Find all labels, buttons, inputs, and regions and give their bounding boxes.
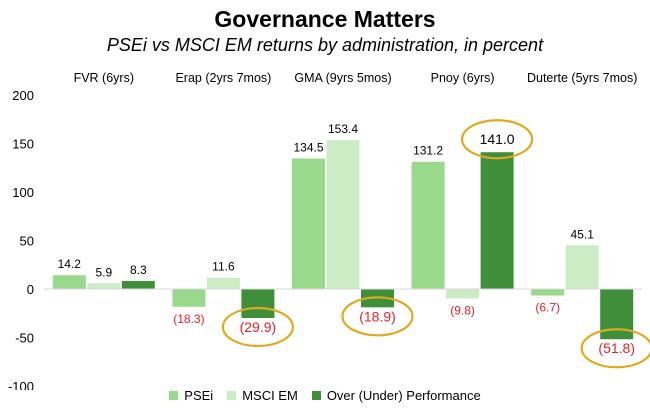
data-label: 11.6 [212,260,235,274]
highlight-circle [341,296,414,337]
y-tick-label: 150 [12,137,34,152]
bar [292,158,325,289]
legend-item-msci-em: MSCI EM [227,388,298,403]
bar [411,161,445,289]
legend-item-psei: PSEi [169,388,213,403]
chart-subtitle: PSEi vs MSCI EM returns by administratio… [106,35,544,55]
data-label: 8.3 [130,263,147,277]
data-label: 5.9 [95,265,112,279]
y-tick-label: -50 [15,331,34,346]
data-label: 141.0 [480,131,515,147]
bar [241,289,275,319]
bar [52,275,86,289]
data-label: (29.9) [240,319,277,335]
bar [206,277,240,289]
bar [87,283,121,289]
legend-swatch-over-under [311,391,321,400]
category-label: Duterte (5yrs 7mos) [527,71,637,85]
bar [172,289,206,307]
bar [600,289,634,340]
legend-swatch-psei [169,391,179,400]
bar [565,245,599,289]
highlight-circle [580,328,650,369]
category-label: FVR (6yrs) [74,71,134,85]
y-tick-label: 100 [12,185,34,200]
bar [121,280,155,289]
category-label: Pnoy (6yrs) [431,71,495,85]
bar-chart: -100 -50 0 50 100 150 200 FVR (6yrs) Erap (2yrs … [8,71,650,390]
data-label: 45.1 [571,227,595,241]
y-tick-label: 0 [27,282,34,297]
category-label: GMA (9yrs 5mos) [294,71,391,85]
legend-label-psei: PSEi [184,388,214,403]
category-label: Erap (2yrs 7mos) [175,71,271,85]
highlight-circle [221,306,294,348]
data-label: 131.2 [413,144,443,158]
legend-label-msci-em: MSCI EM [242,388,298,403]
bar [446,289,480,299]
y-tick-label: -100 [8,379,34,390]
chart-title: Governance Matters [214,6,436,32]
legend-label-over-under: Over (Under) Performance [326,388,481,403]
y-tick-label: 50 [20,234,34,249]
data-label: (18.9) [359,308,396,324]
bar [531,289,565,296]
data-label: (6.7) [535,300,560,314]
y-tick-label: 200 [12,88,34,103]
data-label: (51.8) [598,340,635,356]
data-label: (9.8) [450,304,475,318]
data-label: 153.4 [328,122,358,136]
chart-legend: PSEi MSCI EM Over (Under) Performance [0,388,650,403]
legend-swatch-msci-em [227,391,237,400]
bar [480,152,514,289]
highlight-circle [461,119,534,160]
data-label: 134.5 [293,141,323,155]
data-label: (18.3) [173,312,204,326]
bar [326,140,360,289]
data-label: 14.2 [58,257,82,271]
legend-item-over-under: Over (Under) Performance [311,388,481,403]
